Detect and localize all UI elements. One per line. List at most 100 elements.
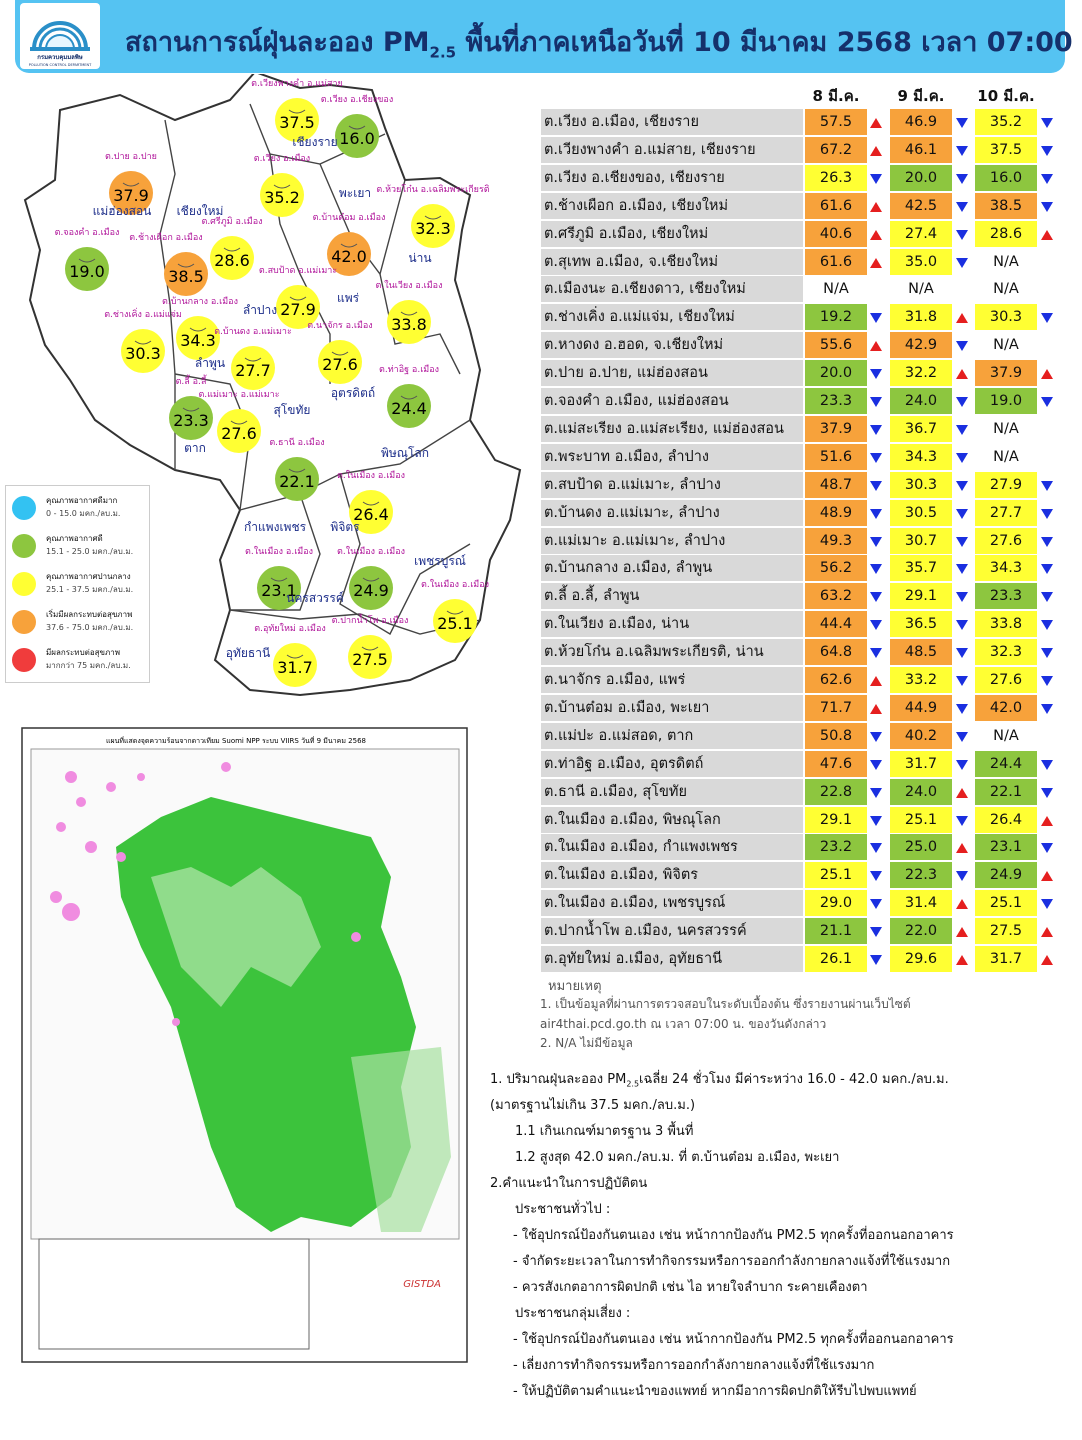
trend-arrow xyxy=(956,201,968,212)
pm-value: 25.1 xyxy=(890,806,952,833)
province-label: ลำพูน xyxy=(195,356,225,371)
pm-value: 62.6 xyxy=(805,667,867,693)
station-name: ต.นาจักร อ.เมือง, แพร่ xyxy=(541,667,803,693)
table-row: ต.ลี้ อ.ลี้, ลำพูน 63.2 29.1 23.3 xyxy=(541,583,1061,610)
province-label: น่าน xyxy=(408,251,431,265)
station-bubble xyxy=(335,114,379,158)
station-label: ต.เวียง อ.เมือง xyxy=(254,153,310,164)
station-label: ต.ธานี อ.เมือง xyxy=(269,437,324,448)
pm-value: 22.3 xyxy=(890,862,952,889)
station-label: ต.จองคำ อ.เมือง xyxy=(55,227,120,238)
station-name: ต.หางดง อ.ฮอด, จ.เชียงใหม่ xyxy=(541,332,803,359)
summary-subscript: 2.5 xyxy=(626,1079,640,1089)
station-name: ต.ท่าอิฐ อ.เมือง, อุตรดิตถ์ xyxy=(541,750,803,777)
legend-title: เริ่มมีผลกระทบต่อสุขภาพ xyxy=(46,610,133,619)
pm-value: 51.6 xyxy=(805,443,867,470)
trend-arrow xyxy=(870,201,882,212)
station-name: ต.ช่างเคิ่ง อ.แม่แจ่ม, เชียงใหม่ xyxy=(541,304,803,331)
trend-arrow xyxy=(1041,313,1053,324)
station-value: 38.5 xyxy=(168,267,204,286)
legend-title: มีผลกระทบต่อสุขภาพ xyxy=(46,648,121,657)
pm-value: 48.5 xyxy=(890,639,952,666)
trend-arrow xyxy=(870,313,882,324)
bubble-face xyxy=(340,243,358,248)
pm-value: 22.8 xyxy=(805,778,867,805)
table-row: ต.ธานี อ.เมือง, สุโขทัย 22.8 24.0 22.1 xyxy=(541,778,1061,806)
station-name: ต.บ้านต๋อม อ.เมือง, พะเยา xyxy=(541,694,803,721)
station-bubble xyxy=(276,285,320,329)
bubble-face xyxy=(78,258,96,263)
province-label: เชียงใหม่ xyxy=(177,204,224,218)
note-line: 1. เป็นข้อมูลที่ผ่านการตรวจสอบในระดับเบื… xyxy=(540,997,911,1011)
table-row: ต.ในเมือง อ.เมือง, พิษณุโลก 29.1 25.1 26.4 xyxy=(541,806,1061,834)
station-value: 37.5 xyxy=(279,113,315,132)
pm-value: 30.5 xyxy=(890,499,952,526)
table-row: ต.บ้านกลาง อ.เมือง, ลำพูน 56.2 35.7 34.3 xyxy=(541,555,1061,582)
summary-part: เฉลี่ย 24 ชั่วโมง มีค่าระหว่าง 16.0 - 42… xyxy=(639,1072,949,1087)
summary-line: (มาตรฐานไม่เกิน 37.5 มคก./ลบ.ม.) xyxy=(490,1098,696,1113)
trend-arrow xyxy=(870,648,882,659)
pm-value: 37.9 xyxy=(805,415,867,442)
legend-item: มีผลกระทบต่อสุขภาพ มากกว่า 75 มคก./ลบ.ม. xyxy=(10,644,148,680)
pm-value: 29.1 xyxy=(805,806,867,833)
summary-line: ประชาชนกลุ่มเสี่ยง : xyxy=(515,1306,631,1321)
pm-value: 27.6 xyxy=(975,667,1037,693)
table-row: ต.เวียง อ.เชียงของ, เชียงราย 26.3 20.0 16.0 xyxy=(541,164,1061,192)
pm-value: 61.6 xyxy=(805,192,867,219)
title-part: พื้นที่ภาคเหนือวันที่ 10 มีนาคม 2568 เวล… xyxy=(456,27,1082,58)
trend-arrow xyxy=(870,564,882,575)
province-label: พิษณุโลก xyxy=(381,446,429,461)
forest-east xyxy=(351,1047,451,1232)
pm-value: 25.0 xyxy=(890,834,952,861)
trend-arrow xyxy=(1041,480,1053,491)
legend-item: คุณภาพอากาศปานกลาง 25.1 - 37.5 มคก./ลบ.ม. xyxy=(10,568,148,604)
station-value: 27.9 xyxy=(280,300,316,319)
station-name: ต.บ้านดง อ.แม่เมาะ, ลำปาง xyxy=(541,499,803,526)
pm-value: 63.2 xyxy=(805,583,867,610)
legend-range: 25.1 - 37.5 มคก./ลบ.ม. xyxy=(46,585,134,594)
trend-arrow xyxy=(870,397,882,407)
pm-value: 64.8 xyxy=(805,639,867,666)
station-value: 27.5 xyxy=(352,650,388,669)
trend-arrow xyxy=(1041,369,1053,380)
station-value: 42.0 xyxy=(331,247,367,266)
trend-arrow xyxy=(1041,648,1053,659)
province-label: พิจิตร xyxy=(330,520,360,534)
trend-arrow xyxy=(956,508,968,519)
station-name: ต.แม่เมาะ อ.แม่เมาะ, ลำปาง xyxy=(541,527,803,554)
pm-value: 23.3 xyxy=(975,583,1037,610)
station-bubble xyxy=(318,340,362,384)
satellite-title: แผนที่แสดงจุดความร้อนจากดาวเทียม Suomi N… xyxy=(106,736,366,745)
trend-arrow xyxy=(870,173,882,184)
province-label: อุตรดิตถ์ xyxy=(331,386,375,401)
summary-line: 1.1 เกินเกณฑ์มาตรฐาน 3 พื้นที่ xyxy=(515,1124,694,1139)
bubble-face xyxy=(189,327,207,332)
legend-swatch xyxy=(12,534,36,558)
bubble-face xyxy=(400,395,418,400)
trend-arrow xyxy=(1041,843,1053,854)
station-bubble xyxy=(348,635,392,679)
station-name: ต.พระบาท อ.เมือง, ลำปาง xyxy=(541,443,803,470)
station-value: 34.3 xyxy=(180,331,216,350)
station-name: ต.แม่ปะ อ.แม่สอด, ตาก xyxy=(541,722,803,749)
station-bubble xyxy=(349,490,393,534)
trend-arrow xyxy=(956,229,968,240)
trend-arrow xyxy=(956,787,968,798)
pm-value: 31.4 xyxy=(890,890,952,917)
trend-arrow xyxy=(870,508,882,519)
station-label: ต.ศรีภูมิ อ.เมือง xyxy=(201,216,262,227)
station-bubble xyxy=(275,457,319,501)
trend-arrow xyxy=(1041,536,1053,547)
station-bubble xyxy=(349,566,393,610)
table-row: ต.ในเมือง อ.เมือง, เพชรบูรณ์ 29.0 31.4 25.1 xyxy=(541,890,1061,917)
pm-value: 47.6 xyxy=(805,750,867,777)
pm-value: 24.0 xyxy=(890,778,952,805)
logo-icon: กรมควบคุมมลพิษ POLLUTION CONTROL DEPARTM… xyxy=(29,21,92,67)
pm-value: N/A xyxy=(993,420,1019,437)
pm-value: 22.0 xyxy=(890,918,952,945)
trend-arrow xyxy=(1041,201,1053,212)
station-value: 27.7 xyxy=(235,361,271,380)
trend-arrow xyxy=(870,480,882,491)
station-bubble xyxy=(327,232,371,276)
trend-arrow xyxy=(956,648,968,659)
